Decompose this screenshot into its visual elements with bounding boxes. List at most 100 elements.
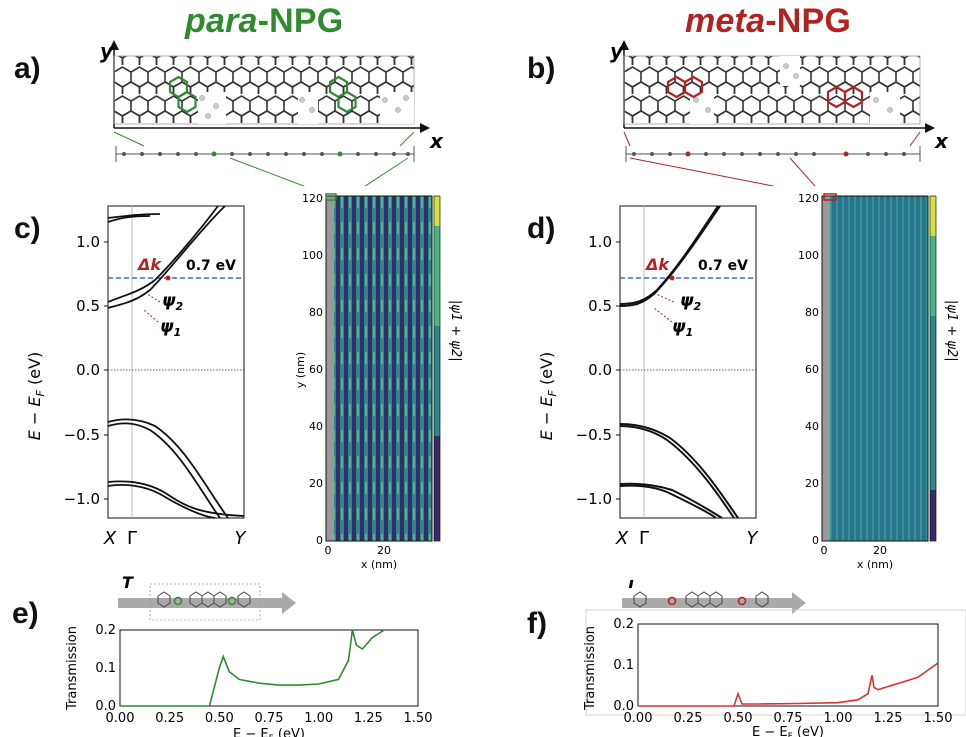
map-ytick-0: 0 <box>316 534 323 547</box>
svg-text:ψ1: ψ1 <box>672 317 693 339</box>
band-ytick-1: 1.0 <box>588 233 612 251</box>
t-ytick-0: 0.0 <box>95 699 116 714</box>
band-ytick-5: −1.0 <box>576 490 612 508</box>
side-view-atoms <box>122 152 410 156</box>
svg-text:E − EF (eV): E − EF (eV) <box>25 352 47 440</box>
map-ytick-60: 60 <box>805 363 819 376</box>
band-ylabel-unit: (eV) <box>25 352 44 390</box>
transmission-curve-para <box>120 629 385 707</box>
transmission-T-label: T <box>626 580 638 592</box>
transmission-T-label: T <box>122 573 134 592</box>
band-xtick-Gamma: Γ <box>639 528 649 549</box>
t-ytick-1: 0.1 <box>613 658 634 673</box>
t-xlabel-sub: F <box>788 732 793 737</box>
t-ytick-2: 0.2 <box>613 617 634 632</box>
map-xlabel: x (nm) <box>361 558 397 571</box>
map-ytick-0: 0 <box>812 534 819 547</box>
t-xtick-0: 0.00 <box>624 711 653 726</box>
title-para-rest: -NPG <box>257 2 344 40</box>
svg-text:E − EF (eV): E − EF (eV) <box>537 352 559 440</box>
t-xtick-2: 0.50 <box>205 711 234 726</box>
band-ylabel-sub: F <box>34 389 47 396</box>
meta-bridge-highlight <box>666 75 864 109</box>
panel-label-a: a) <box>14 52 41 85</box>
delta-k-label: Δk <box>136 255 162 274</box>
t-xtick-0: 0.00 <box>106 711 135 726</box>
transmission-meta: T Transmission 0.0 0.1 0.2 0.00 0.25 0.5… <box>583 580 966 737</box>
transmission-para: T Transmission 0.0 0.1 0.2 0.00 0.25 0.5… <box>65 573 433 737</box>
psi2-sub: 2 <box>176 300 184 313</box>
band-structure-meta: E − EF (eV) 1.0 0.5 0.0 −0.5 −1.0 Δk 0.7… <box>537 205 760 549</box>
psi2-label: ψ <box>162 291 176 311</box>
band-xtick-X: X <box>103 528 117 549</box>
t-xtick-6: 1.50 <box>924 711 953 726</box>
svg-text:ψ1: ψ1 <box>160 317 181 339</box>
band-ylabel-unit: (eV) <box>537 352 556 390</box>
t-xlabel-unit: (eV) <box>274 727 305 737</box>
map-ytick-20: 20 <box>309 477 323 490</box>
t-xtick-3: 0.75 <box>255 711 284 726</box>
map-colorbar-label: |ψ1 + ψ2| <box>448 300 463 362</box>
transport-arrow <box>622 592 806 614</box>
map-ytick-40: 40 <box>309 420 323 433</box>
map-ytick-120: 120 <box>302 192 323 205</box>
pore-2 <box>298 92 318 124</box>
structure-x-label: x <box>429 129 444 153</box>
psi1-label: ψ <box>672 317 686 337</box>
band-ytick-5: −1.0 <box>64 490 100 508</box>
panel-label-f: f) <box>527 607 547 640</box>
band-ylabel: E − E <box>537 396 556 441</box>
band-structure-para: E − EF (eV) 1.0 0.5 0.0 −0.5 −1.0 Δk 0.7… <box>25 205 248 549</box>
psi1-sub: 1 <box>686 326 694 339</box>
map-ytick-20: 20 <box>805 477 819 490</box>
t-xtick-2: 0.50 <box>724 711 753 726</box>
psi1-sub: 1 <box>174 326 182 339</box>
energy-label: 0.7 eV <box>186 258 236 274</box>
map-colorbar-label: |ψ1 + ψ2| <box>944 300 959 362</box>
panel-label-e: e) <box>12 597 39 630</box>
svg-text:ψ2: ψ2 <box>162 291 184 313</box>
svg-text:E − EF (eV): E − EF (eV) <box>233 727 305 737</box>
band-xtick-Gamma: Γ <box>127 528 137 549</box>
energy-label: 0.7 eV <box>698 258 748 274</box>
wavefunction-map-meta: |ψ1 + ψ2| 0 20 40 60 80 100 120 y (nm) 0… <box>786 192 959 571</box>
transport-arrow <box>118 592 296 614</box>
t-xtick-1: 0.25 <box>674 711 703 726</box>
psi1-label: ψ <box>160 317 174 337</box>
map-ytick-100: 100 <box>302 249 323 262</box>
t-xlabel-sub: F <box>269 734 274 737</box>
map-ytick-40: 40 <box>805 420 819 433</box>
band-ytick-3: 0.0 <box>76 361 100 379</box>
band-ylabel: E − E <box>25 396 44 441</box>
map-xtick-20: 20 <box>873 544 887 557</box>
panel-label-d: d) <box>527 212 556 245</box>
t-ytick-2: 0.2 <box>95 623 116 638</box>
structure-x-label: x <box>934 129 949 153</box>
structure-para: y x <box>100 39 444 186</box>
map-xtick-0: 0 <box>821 544 828 557</box>
delta-k-label: Δk <box>644 255 670 274</box>
psi2-label: ψ <box>680 291 694 311</box>
t-xtick-6: 1.50 <box>404 711 433 726</box>
title-meta-italic: meta <box>685 2 766 40</box>
structure-meta: y x <box>610 39 949 186</box>
wavefunction-map-para: |ψ1 + ψ2| 0 20 40 60 80 100 120 y (nm) 0… <box>294 192 463 571</box>
para-bridge-highlight <box>168 75 357 114</box>
t-xtick-5: 1.25 <box>874 711 903 726</box>
band-xtick-Y: Y <box>235 528 248 549</box>
t-xtick-4: 1.00 <box>304 711 333 726</box>
t-xtick-5: 1.25 <box>354 711 383 726</box>
band-xtick-Y: Y <box>747 528 760 549</box>
map-field <box>326 196 432 541</box>
t-xtick-4: 1.00 <box>824 711 853 726</box>
map-xtick-20: 20 <box>377 544 391 557</box>
structure-y-label: y <box>100 39 114 63</box>
transmission-ylabel: Transmission <box>65 626 80 711</box>
title-para: para-NPG <box>185 2 343 41</box>
band-ytick-2: 0.5 <box>76 297 100 315</box>
map-xtick-0: 0 <box>325 544 332 557</box>
svg-text:ψ2: ψ2 <box>680 291 702 313</box>
plot-frame <box>637 623 939 707</box>
panel-label-b: b) <box>527 52 556 85</box>
title-meta: meta-NPG <box>685 2 851 41</box>
